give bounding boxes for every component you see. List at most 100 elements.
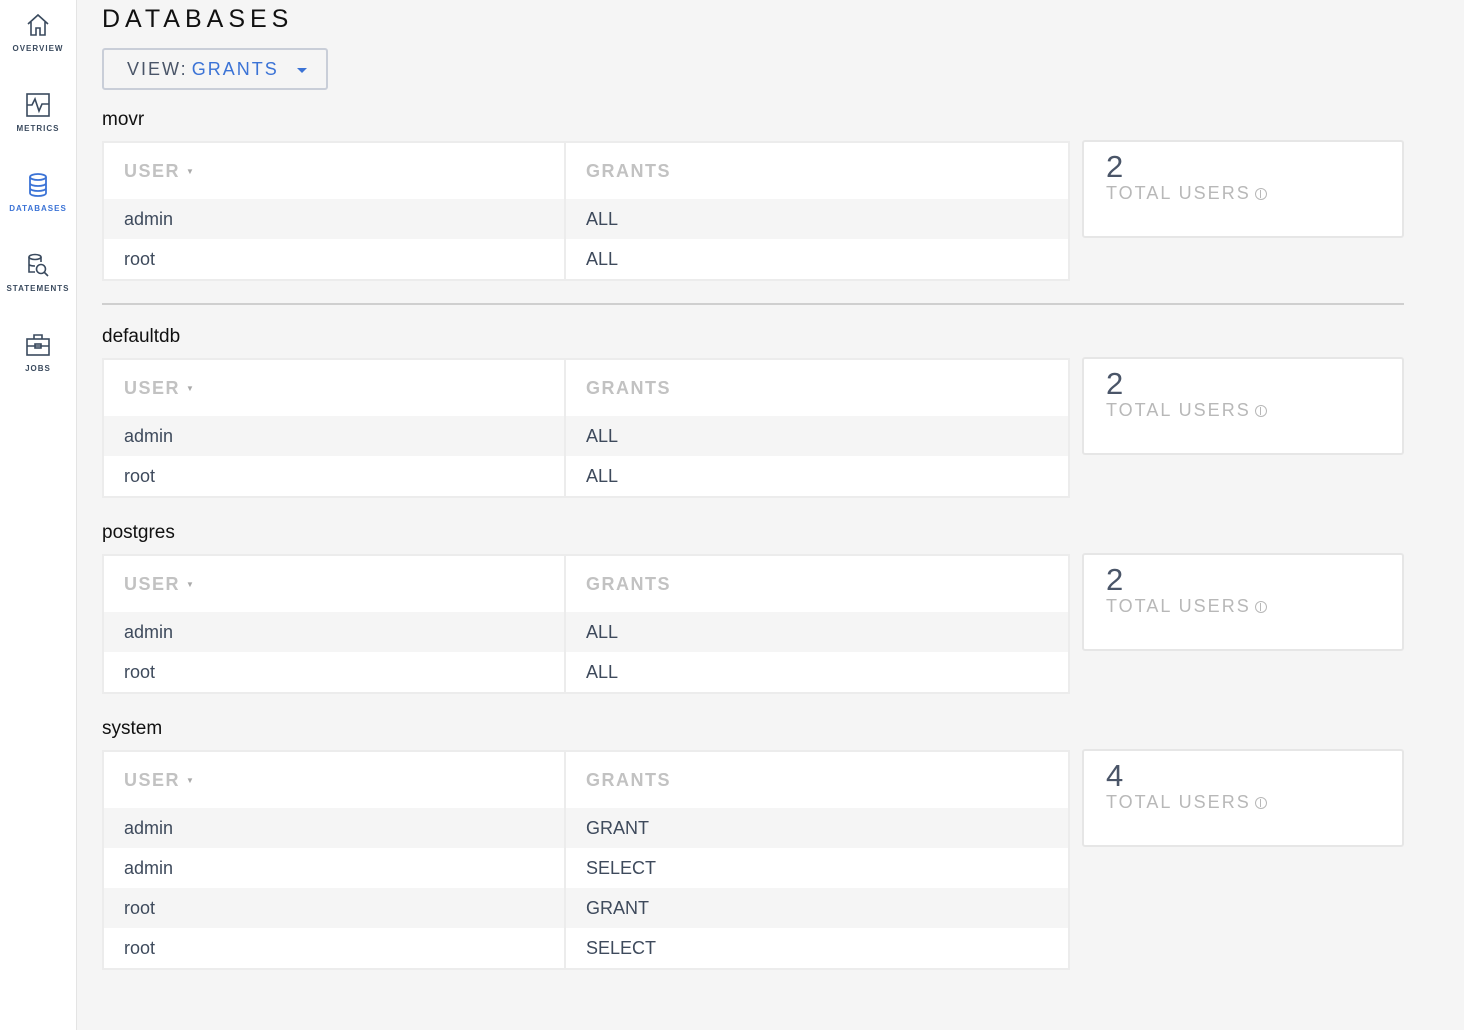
caret-down-icon [297, 68, 307, 73]
sidebar-item-metrics[interactable]: METRICS [0, 92, 76, 133]
grants-column-header: GRANTS [586, 573, 671, 594]
table-row: admin ALL [104, 416, 1068, 456]
total-users-card: 4 TOTAL USERS [1082, 749, 1404, 847]
user-column-header[interactable]: USER ▼ [104, 752, 566, 808]
user-column-header[interactable]: USER ▼ [104, 556, 566, 612]
database-icon [29, 173, 47, 197]
sidebar-item-label: JOBS [25, 364, 51, 373]
table-row: admin ALL [104, 612, 1068, 652]
grants-column-header: GRANTS [586, 769, 671, 790]
grants-table: USER ▼ GRANTS admin GRANT admin SELECT ro… [102, 750, 1070, 970]
table-row: root ALL [104, 239, 1068, 279]
table-row: root ALL [104, 456, 1068, 496]
user-cell: root [104, 239, 566, 279]
grant-cell: SELECT [586, 857, 657, 878]
table-row: root ALL [104, 652, 1068, 692]
total-users-count: 4 [1106, 758, 1124, 793]
page-title: DATABASES [102, 5, 294, 33]
table-row: admin SELECT [104, 848, 1068, 888]
info-icon[interactable] [1254, 601, 1267, 613]
table-header: USER ▼ GRANTS [104, 360, 1068, 416]
user-cell: root [104, 652, 566, 692]
grant-cell: ALL [586, 621, 619, 642]
sort-icon: ▼ [186, 579, 196, 589]
total-users-label: TOTAL USERS [1106, 596, 1251, 616]
view-value: GRANTS [191, 59, 279, 79]
user-header-label: USER [124, 160, 181, 181]
view-label: VIEW: [127, 59, 188, 79]
grant-cell: SELECT [586, 937, 657, 958]
table-row: admin GRANT [104, 808, 1068, 848]
grant-cell: ALL [586, 248, 619, 269]
table-row: root GRANT [104, 888, 1068, 928]
database-section: defaultdb USER ▼ GRANTS admin ALL root AL… [102, 326, 1404, 498]
sort-icon: ▼ [186, 166, 196, 176]
statements-icon [28, 253, 49, 277]
sidebar-item-databases[interactable]: DATABASES [0, 172, 76, 213]
total-users-label: TOTAL USERS [1106, 400, 1251, 420]
table-header: USER ▼ GRANTS [104, 752, 1068, 808]
sidebar-item-statements[interactable]: STATEMENTS [0, 252, 76, 293]
sidebar: OVERVIEW METRICS DATABASES STATEMENTS JO… [0, 0, 77, 1030]
user-header-label: USER [124, 769, 181, 790]
sidebar-item-jobs[interactable]: JOBS [0, 332, 76, 373]
database-section: system USER ▼ GRANTS admin GRANT admin SE… [102, 718, 1404, 970]
sidebar-item-overview[interactable]: OVERVIEW [0, 12, 76, 53]
user-header-label: USER [124, 573, 181, 594]
sort-icon: ▼ [186, 383, 196, 393]
database-name: postgres [102, 522, 175, 543]
user-column-header[interactable]: USER ▼ [104, 143, 566, 199]
grant-cell: GRANT [586, 897, 649, 918]
grant-cell: ALL [586, 208, 619, 229]
grants-table: USER ▼ GRANTS admin ALL root ALL [102, 554, 1070, 694]
view-dropdown[interactable]: VIEW: GRANTS [102, 48, 328, 90]
user-header-label: USER [124, 377, 181, 398]
briefcase-icon [26, 334, 50, 356]
database-name: movr [102, 109, 145, 130]
info-icon[interactable] [1254, 797, 1267, 809]
table-row: admin ALL [104, 199, 1068, 239]
user-cell: root [104, 928, 566, 968]
user-column-header[interactable]: USER ▼ [104, 360, 566, 416]
total-users-count: 2 [1106, 149, 1124, 184]
sort-icon: ▼ [186, 775, 196, 785]
metrics-icon [26, 93, 50, 117]
sidebar-item-label: OVERVIEW [12, 44, 64, 53]
grant-cell: ALL [586, 425, 619, 446]
grant-cell: ALL [586, 661, 619, 682]
grants-column-header: GRANTS [586, 377, 671, 398]
database-section: postgres USER ▼ GRANTS admin ALL root ALL… [102, 522, 1404, 694]
table-row: root SELECT [104, 928, 1068, 968]
table-header: USER ▼ GRANTS [104, 143, 1068, 199]
total-users-label: TOTAL USERS [1106, 792, 1251, 812]
database-section: movr USER ▼ GRANTS admin ALL root ALL 2 T… [102, 109, 1404, 281]
total-users-count: 2 [1106, 366, 1124, 401]
user-cell: admin [104, 848, 566, 888]
user-cell: root [104, 456, 566, 496]
total-users-card: 2 TOTAL USERS [1082, 140, 1404, 238]
info-icon[interactable] [1254, 188, 1267, 200]
table-header: USER ▼ GRANTS [104, 556, 1068, 612]
grant-cell: ALL [586, 465, 619, 486]
divider [102, 303, 1404, 305]
info-icon[interactable] [1254, 405, 1267, 417]
database-name: system [102, 718, 163, 739]
user-cell: admin [104, 416, 566, 456]
total-users-count: 2 [1106, 562, 1124, 597]
total-users-card: 2 TOTAL USERS [1082, 357, 1404, 455]
total-users-card: 2 TOTAL USERS [1082, 553, 1404, 651]
total-users-label: TOTAL USERS [1106, 183, 1251, 203]
sidebar-item-label: STATEMENTS [6, 284, 70, 293]
user-cell: admin [104, 808, 566, 848]
grant-cell: GRANT [586, 817, 649, 838]
sidebar-item-label: DATABASES [9, 204, 67, 213]
home-icon [27, 13, 49, 36]
user-cell: admin [104, 612, 566, 652]
grants-column-header: GRANTS [586, 160, 671, 181]
user-cell: admin [104, 199, 566, 239]
user-cell: root [104, 888, 566, 928]
grants-table: USER ▼ GRANTS admin ALL root ALL [102, 141, 1070, 281]
sidebar-item-label: METRICS [16, 124, 60, 133]
database-name: defaultdb [102, 326, 181, 347]
grants-table: USER ▼ GRANTS admin ALL root ALL [102, 358, 1070, 498]
